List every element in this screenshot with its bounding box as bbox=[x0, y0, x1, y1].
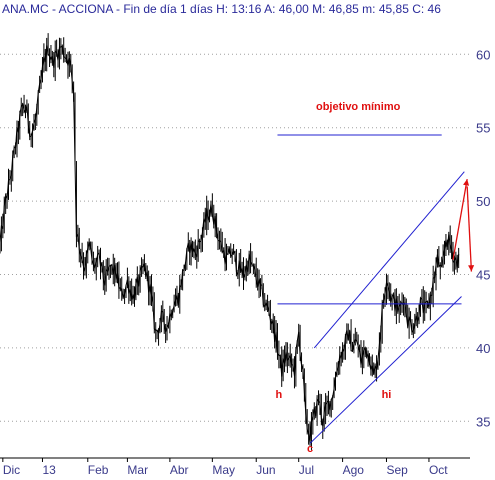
y-tick-label: 55 bbox=[476, 121, 490, 136]
y-tick-label: 40 bbox=[476, 341, 490, 356]
channel-upper bbox=[313, 171, 465, 349]
x-tick-label: Feb bbox=[88, 463, 109, 477]
x-tick-label: May bbox=[212, 463, 235, 477]
y-tick-label: 60 bbox=[476, 47, 490, 62]
channel-lower bbox=[309, 296, 462, 444]
annotation-label: c bbox=[307, 443, 313, 455]
x-tick-label: Abr bbox=[170, 463, 189, 477]
price-line bbox=[0, 45, 460, 443]
y-tick-label: 45 bbox=[476, 267, 490, 282]
target-arrow-up-head bbox=[463, 179, 470, 186]
target-arrow-down-head bbox=[468, 265, 475, 272]
x-tick-label: Ago bbox=[343, 463, 365, 477]
y-tick-label: 50 bbox=[476, 194, 490, 209]
x-tick-label: Oct bbox=[429, 463, 448, 477]
annotation-label: h bbox=[276, 389, 283, 401]
target-arrow-up bbox=[452, 178, 468, 260]
target-arrow-down bbox=[466, 186, 473, 272]
x-tick-label: 13 bbox=[42, 463, 56, 477]
price-layer bbox=[0, 33, 460, 450]
annotation-label: objetivo mínimo bbox=[316, 101, 401, 113]
axis-layer: 35 40 45 50 55 60 Dic 13 Feb Mar Abr May Jun Jul Ago Se… bbox=[0, 47, 490, 477]
y-tick-label: 35 bbox=[476, 414, 490, 429]
x-tick-label: Mar bbox=[127, 463, 148, 477]
x-tick-label: Jul bbox=[299, 463, 314, 477]
x-tick-label: Sep bbox=[386, 463, 408, 477]
annotation-layer: objetivo mínimo h hi c bbox=[276, 101, 475, 455]
x-tick-label: Dic bbox=[3, 463, 20, 477]
x-tick-label: Jun bbox=[256, 463, 275, 477]
annotation-label: hi bbox=[382, 389, 392, 401]
chart-header: ANA.MC - ACCIONA - Fin de día 1 días H: … bbox=[2, 2, 441, 16]
